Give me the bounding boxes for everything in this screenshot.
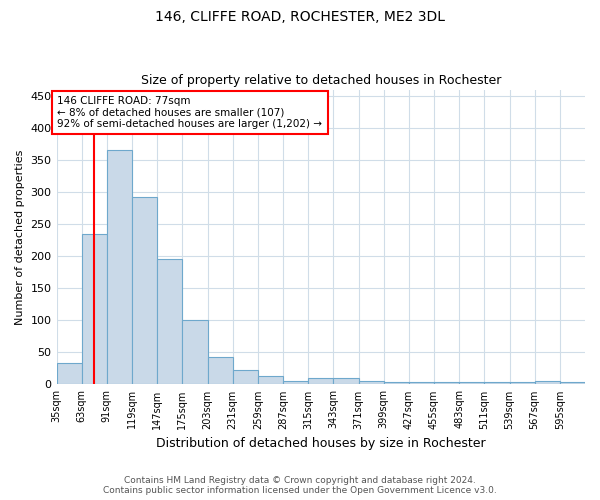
Y-axis label: Number of detached properties: Number of detached properties [15, 150, 25, 324]
Bar [308, 378, 334, 384]
Bar [509, 382, 535, 384]
Bar [233, 370, 258, 384]
Bar [258, 376, 283, 384]
Text: 146, CLIFFE ROAD, ROCHESTER, ME2 3DL: 146, CLIFFE ROAD, ROCHESTER, ME2 3DL [155, 10, 445, 24]
Bar [383, 382, 409, 384]
Text: 146 CLIFFE ROAD: 77sqm
← 8% of detached houses are smaller (107)
92% of semi-det: 146 CLIFFE ROAD: 77sqm ← 8% of detached … [58, 96, 322, 129]
Bar [107, 150, 132, 384]
Bar [132, 196, 157, 384]
Bar [560, 382, 585, 384]
Title: Size of property relative to detached houses in Rochester: Size of property relative to detached ho… [140, 74, 501, 87]
Bar [208, 357, 233, 384]
Bar [283, 381, 308, 384]
Bar [535, 381, 560, 384]
Bar [484, 382, 509, 384]
Bar [459, 382, 484, 384]
X-axis label: Distribution of detached houses by size in Rochester: Distribution of detached houses by size … [156, 437, 485, 450]
Bar [334, 378, 359, 384]
Bar [56, 362, 82, 384]
Bar [409, 382, 434, 384]
Bar [182, 320, 208, 384]
Bar [157, 260, 182, 384]
Bar [359, 381, 383, 384]
Text: Contains HM Land Registry data © Crown copyright and database right 2024.
Contai: Contains HM Land Registry data © Crown c… [103, 476, 497, 495]
Bar [434, 382, 459, 384]
Bar [82, 234, 107, 384]
